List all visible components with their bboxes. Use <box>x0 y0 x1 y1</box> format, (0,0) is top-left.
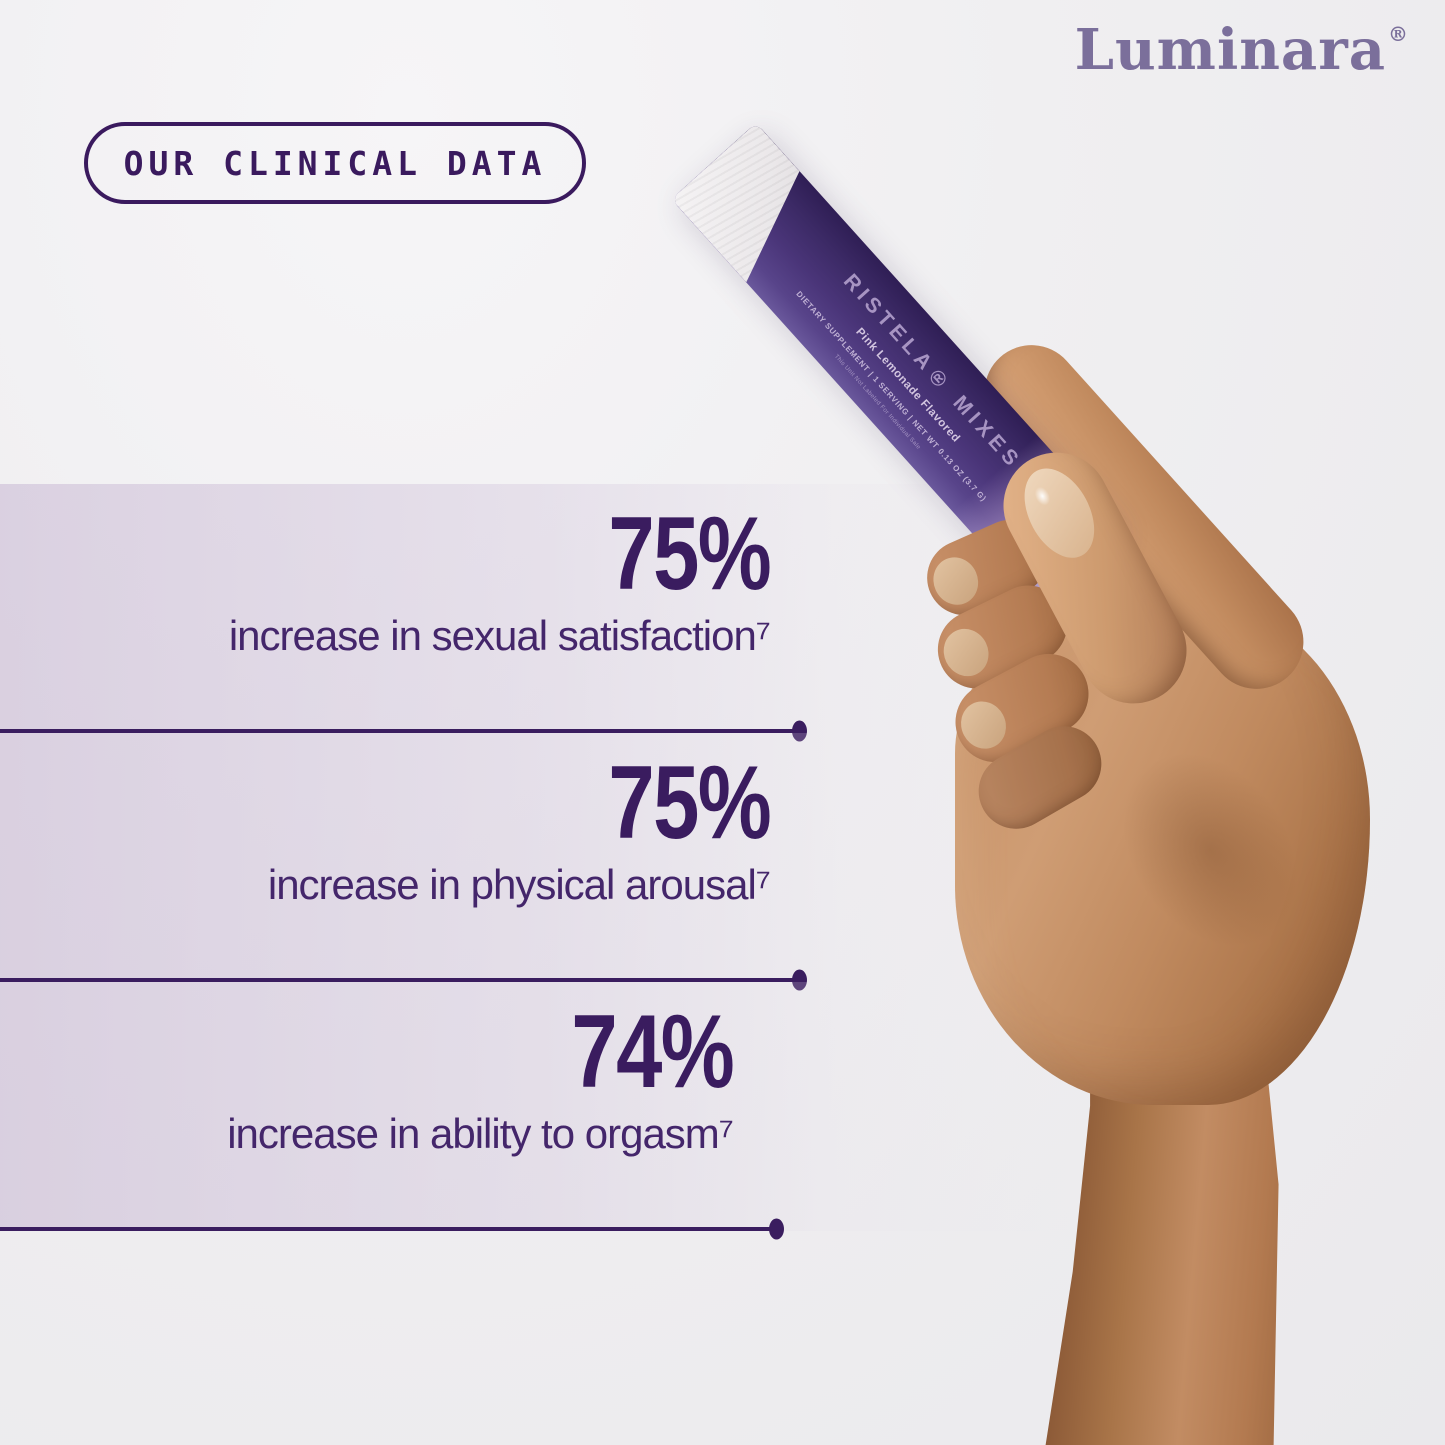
divider-dot <box>769 1218 784 1240</box>
stat-block: 75% increase in physical arousal⁷ <box>267 745 772 909</box>
clinical-data-badge: OUR CLINICAL DATA <box>84 122 586 204</box>
stat-value: 74% <box>571 994 734 1110</box>
stat-caption: increase in sexual satisfaction⁷ <box>228 612 771 660</box>
divider-line <box>0 1218 784 1240</box>
stat-value: 75% <box>608 745 771 861</box>
brand-logo-text: Luminara <box>1074 17 1386 83</box>
brand-logo: Luminara ® <box>1075 22 1409 78</box>
registered-mark: ® <box>1388 22 1409 46</box>
stat-caption: increase in physical arousal⁷ <box>267 861 771 909</box>
badge-label: OUR CLINICAL DATA <box>123 143 547 183</box>
stat-value: 75% <box>608 496 771 612</box>
thumb-nail <box>1010 456 1109 570</box>
stat-caption: increase in ability to orgasm⁷ <box>227 1110 734 1158</box>
stat-block: 75% increase in sexual satisfaction⁷ <box>228 496 772 660</box>
stat-block: 74% increase in ability to orgasm⁷ <box>227 994 734 1158</box>
